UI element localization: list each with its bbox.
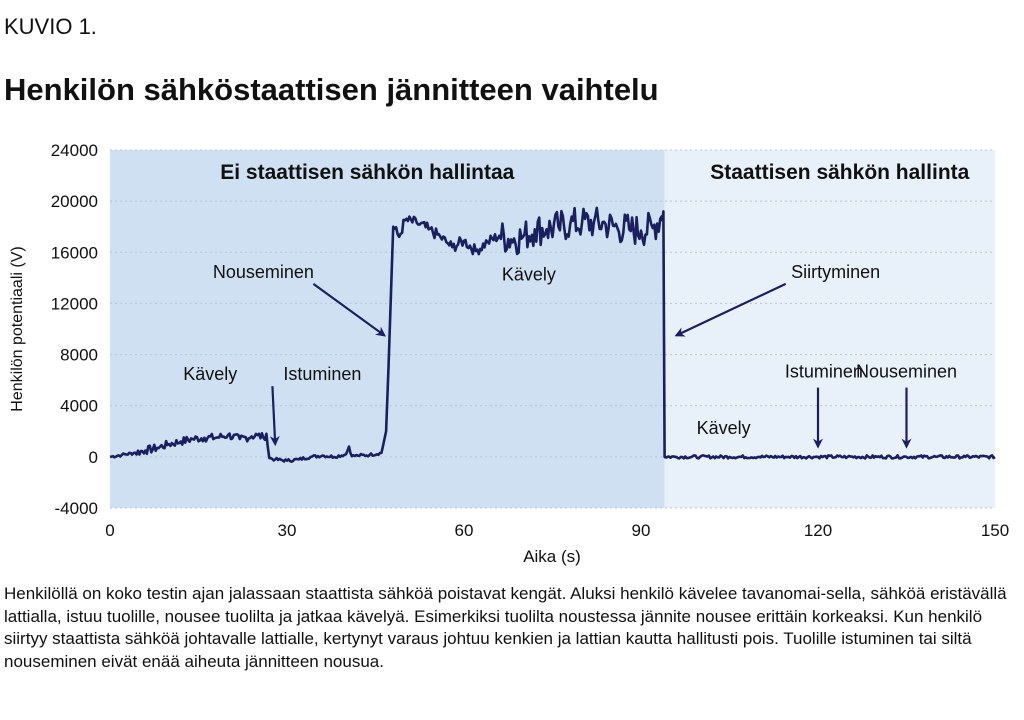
annotation-arrow [269,386,280,447]
y-tick-label: 12000 [51,294,98,313]
region-1 [110,150,665,508]
x-tick-label: 60 [455,521,474,540]
voltage-series-line [109,206,996,464]
annotation-label: Siirtyminen [791,262,880,282]
y-axis-label: Henkilön potentiaali (V) [9,246,26,411]
annotation-label: Istuminen [785,362,863,382]
y-tick-label: 8000 [60,346,98,365]
x-tick-label: 30 [278,521,297,540]
x-tick-label: 90 [632,521,651,540]
figure-number: KUVIO 1. [4,14,97,39]
annotation-arrow [312,282,386,337]
annotation-label: Kävely [502,264,556,284]
annotation-arrow [674,282,787,337]
x-tick-label: 150 [981,521,1009,540]
x-tick-label: 120 [804,521,832,540]
x-axis-label: Aika (s) [523,547,581,566]
annotation-label: Kävely [697,418,751,438]
annotation-label: Nouseminen [213,262,314,282]
region-label-2: Staattisen sähkön hallinta [710,161,969,184]
y-tick-label: 4000 [60,397,98,416]
annotation-label: Kävely [183,364,237,384]
figure-title: Henkilön sähköstaattisen jännitteen vaih… [4,72,659,107]
voltage-chart: Ei staattisen sähkön hallintaa Staattisen… [9,141,1009,566]
y-tick-label: 20000 [51,192,98,211]
region-2 [664,150,995,508]
annotation-label: Istuminen [283,364,361,384]
y-tick-label: 24000 [51,141,98,160]
y-tick-label: 16000 [51,243,98,262]
region-label-1: Ei staattisen sähkön hallintaa [220,161,514,184]
y-tick-label: -4000 [55,499,98,518]
y-tick-label: 0 [89,448,98,467]
annotation-label: Nouseminen [856,362,957,382]
figure-caption: Henkilöllä on koko testin ajan jalassaan… [4,584,1007,671]
x-tick-label: 0 [105,521,114,540]
